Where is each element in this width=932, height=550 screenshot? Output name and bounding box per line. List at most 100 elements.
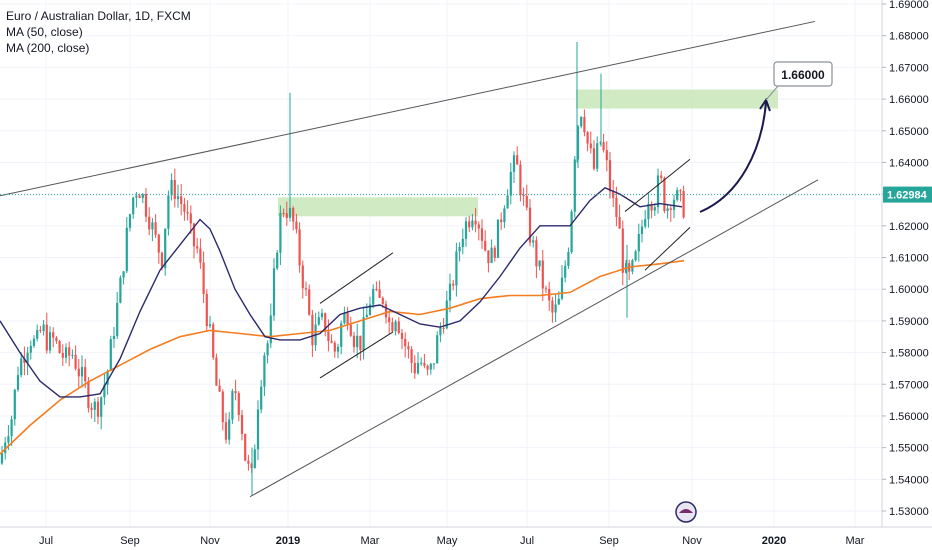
candle-body [375,289,378,291]
candle-body [464,221,468,239]
candle-body [679,190,682,192]
y-tick-label: 1.54000 [889,474,929,486]
candle-body [372,289,375,305]
candle-body [592,148,596,169]
candle-body [554,304,557,313]
candle-body [160,252,164,269]
candle-body [458,247,461,252]
candle-body [352,335,356,348]
target-callout-label: 1.66000 [781,68,825,82]
candle-body [400,333,404,339]
current-price-tag [883,186,932,203]
candle-body [349,324,352,336]
candle-body [455,251,458,286]
candle-body [292,207,295,222]
candle-body [583,116,586,133]
candle-body [298,229,301,266]
target-arrow [699,101,767,213]
candle-body [42,324,45,332]
candle-body [141,194,144,199]
symbol-title[interactable]: Euro / Australian Dollar, 1D, FXCM [6,9,191,23]
candle-body [378,289,381,298]
candle-body [237,393,240,416]
candle-body [333,342,336,352]
candle-body [256,409,260,450]
candle-body [426,365,429,370]
candle-body [512,155,516,172]
candle-body [180,196,183,205]
candle-body [122,271,125,278]
ma50-legend[interactable]: MA (50, close) [6,25,83,39]
ma200-legend[interactable]: MA (200, close) [6,41,90,55]
candle-body [631,260,634,272]
candle-body [516,155,519,165]
candle-body [228,419,231,440]
candle-body [199,248,202,263]
candle-body [208,324,212,327]
moving-averages [0,186,685,455]
candle-body [647,203,650,220]
mini-channel-1-top [319,252,394,304]
candle-body [448,283,452,301]
candle-body [551,300,554,313]
candle-body [221,391,224,423]
candle-body [660,175,663,178]
candle-body [45,324,48,351]
candle-body [170,180,173,196]
candle-body [64,347,68,358]
candle-body [557,298,560,305]
candle-body [266,343,269,356]
target-callout[interactable] [773,61,833,87]
candle-body [541,260,544,289]
candle-body [503,208,506,223]
x-tick-label: May [437,535,458,547]
candle-body [612,191,615,198]
candle-body [100,397,103,417]
candle-body [231,391,234,420]
candle-body [676,190,679,200]
candle-body [656,175,660,208]
candle-body [157,234,160,253]
candle-body [480,228,484,241]
candle-body [234,391,237,394]
candle-body [573,159,576,212]
candle-body [580,116,583,127]
candle-body [653,207,656,211]
candle-body [487,250,490,263]
current-price-tag-label: 1.62984 [887,190,928,202]
candle-body [61,352,64,358]
candle-body [452,283,455,286]
y-tick-label: 1.68000 [889,31,929,43]
candle-body [119,277,122,303]
candle-body [74,354,77,369]
candle-body [682,191,685,218]
candle-body [52,332,55,338]
time-axis[interactable]: Jul Sep Nov 2019 Mar May Jul Sep Nov 2020 Mar [39,535,865,547]
candle-body [528,207,532,243]
candle-body [48,332,52,351]
x-tick-label: Mar [361,535,380,547]
candle-body [68,347,71,356]
trendlines [0,20,819,498]
y-tick-label: 1.65000 [889,126,929,138]
candle-body [151,222,154,230]
candle-body [416,363,420,374]
y-tick-label: 1.55000 [889,443,929,455]
x-tick-label: Nov [200,535,220,547]
candle-body [672,199,676,210]
zones [278,89,778,217]
time-zone-button[interactable] [883,530,932,550]
ma50-line [0,186,683,398]
candle-body [10,419,13,437]
candle-body [391,322,394,332]
candle-body [432,363,436,365]
candle-body [324,313,327,332]
candle-body [58,341,61,353]
candle-body [116,302,119,336]
candle-body [413,362,416,374]
price-axis[interactable]: 1.69000 1.68000 1.67000 1.66000 1.65000 1.640… [882,0,929,518]
candle-body [138,195,141,199]
candle-body [96,401,100,417]
candle-body [602,142,605,151]
